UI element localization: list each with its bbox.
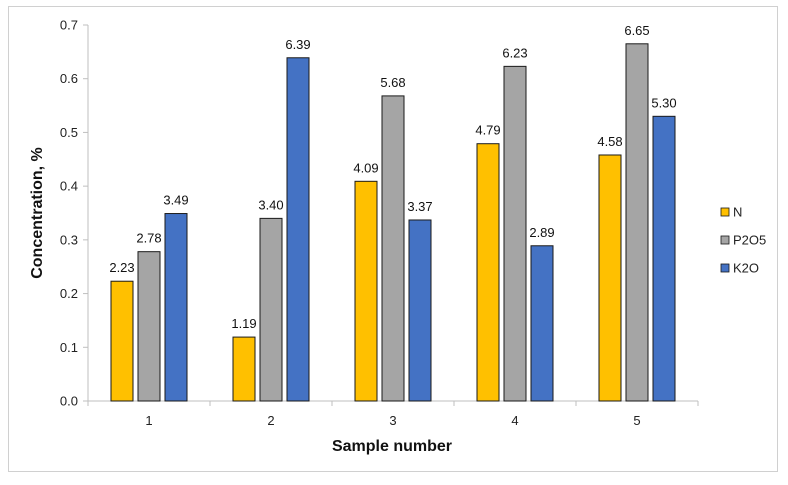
- y-tick-label: 0.4: [60, 179, 78, 194]
- legend-swatch-k2o: [720, 263, 730, 273]
- bar-n-sample-4: [476, 143, 500, 402]
- data-label: 2.89: [529, 225, 554, 240]
- bar-k2o-sample-2: [286, 57, 310, 402]
- bar-p2o5-sample-3: [381, 95, 405, 402]
- data-label: 6.23: [502, 45, 527, 60]
- bar-p2o5-sample-4: [503, 65, 527, 402]
- bar-p2o5-sample-2: [259, 217, 283, 402]
- data-label: 4.09: [353, 160, 378, 175]
- data-label: 6.65: [624, 23, 649, 38]
- data-label: 3.40: [258, 197, 283, 212]
- data-label: 3.37: [407, 199, 432, 214]
- bar-n-sample-2: [232, 336, 256, 402]
- y-tick-label: 0.2: [60, 286, 78, 301]
- data-label: 2.23: [109, 260, 134, 275]
- legend-label: P2O5: [733, 233, 766, 248]
- legend: N P2O5 K2O: [720, 205, 766, 276]
- legend-label: K2O: [733, 261, 759, 276]
- bar-p2o5-sample-5: [625, 43, 649, 402]
- bar-p2o5-sample-1: [137, 251, 161, 402]
- x-tick-label: 3: [389, 413, 396, 428]
- bar-n-sample-1: [110, 280, 134, 402]
- bar-n-sample-3: [354, 180, 378, 402]
- data-label: 4.79: [475, 123, 500, 138]
- data-label: 5.30: [651, 95, 676, 110]
- bar-k2o-sample-4: [530, 245, 554, 402]
- plot-area: 0.0 0.1 0.2 0.3 0.4 0.5 0.6 0.7 1 2.232.78 3.49 2 1.…: [60, 18, 699, 428]
- y-tick-label: 0.3: [60, 232, 78, 247]
- legend-swatch-n: [720, 207, 730, 217]
- y-axis-title: Concentration, %: [29, 147, 46, 279]
- bar-k2o-sample-1: [164, 213, 188, 402]
- y-tick-label: 0.0: [60, 394, 78, 409]
- data-label: 4.58: [597, 134, 622, 149]
- bar-k2o-sample-5: [652, 115, 676, 402]
- bar-n-sample-5: [598, 154, 622, 402]
- x-tick-label: 5: [633, 413, 640, 428]
- y-tick-label: 0.6: [60, 71, 78, 86]
- x-tick-label: 4: [511, 413, 518, 428]
- data-label: 3.49: [163, 193, 188, 208]
- bar-k2o-sample-3: [408, 219, 432, 402]
- data-label: 6.39: [285, 37, 310, 52]
- data-label: 2.78: [136, 231, 161, 246]
- data-label: 1.19: [231, 316, 256, 331]
- x-tick-label: 1: [145, 413, 152, 428]
- legend-swatch-p2o5: [720, 235, 730, 245]
- legend-label: N: [733, 205, 742, 220]
- y-tick-label: 0.1: [60, 340, 78, 355]
- y-tick-label: 0.5: [60, 125, 78, 140]
- x-tick-label: 2: [267, 413, 274, 428]
- data-label: 5.68: [380, 75, 405, 90]
- x-axis-title: Sample number: [332, 438, 452, 455]
- y-tick-label: 0.7: [60, 18, 78, 33]
